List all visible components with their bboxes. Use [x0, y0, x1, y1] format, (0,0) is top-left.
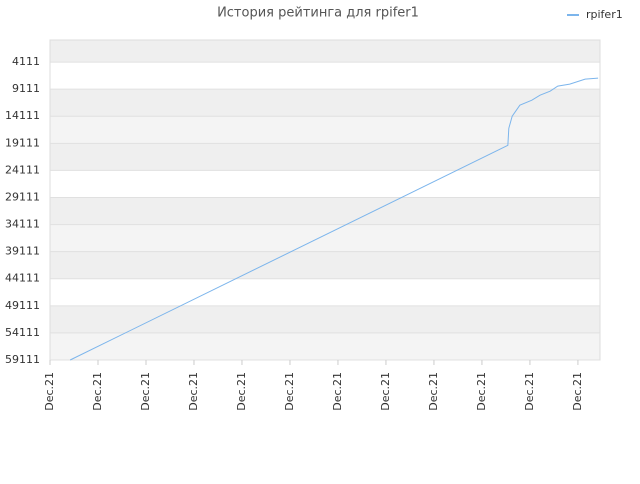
y-tick-label: 24111	[5, 163, 40, 176]
y-tick-label: 54111	[5, 326, 40, 339]
x-tick-label: Dec.21	[379, 372, 392, 411]
chart-title: История рейтинга для rpifer1	[217, 6, 419, 21]
y-tick-label: 44111	[5, 272, 40, 285]
grid-band	[50, 278, 600, 306]
y-tick-label: 39111	[5, 245, 40, 258]
grid-band	[50, 197, 600, 225]
grid-band	[50, 40, 600, 63]
series-line	[69, 77, 599, 361]
grid-band	[50, 143, 600, 171]
grid-band	[50, 305, 600, 333]
x-tick-label: Dec.21	[43, 372, 56, 411]
legend-label: rpifer1	[586, 8, 623, 21]
y-tick-label: 14111	[5, 109, 40, 122]
x-tick-label: Dec.21	[235, 372, 248, 411]
grid-band	[50, 116, 600, 144]
x-tick-label: Dec.21	[475, 372, 488, 411]
x-tick-label: Dec.21	[523, 372, 536, 411]
y-tick-label: 4111	[12, 55, 40, 68]
x-tick-label: Dec.21	[283, 372, 296, 411]
x-tick-label: Dec.21	[91, 372, 104, 411]
x-tick-label: Dec.21	[331, 372, 344, 411]
x-tick-label: Dec.21	[187, 372, 200, 411]
y-tick-label: 19111	[5, 136, 40, 149]
y-tick-label: 49111	[5, 299, 40, 312]
grid-band	[50, 332, 600, 360]
y-tick-label: 9111	[12, 82, 40, 95]
x-tick-label: Dec.21	[571, 372, 584, 411]
grid-band	[50, 62, 600, 90]
x-tick-label: Dec.21	[139, 372, 152, 411]
grid-band	[50, 251, 600, 279]
y-tick-label: 29111	[5, 190, 40, 203]
grid-band	[50, 224, 600, 252]
y-tick-label: 59111	[5, 353, 40, 366]
y-tick-label: 34111	[5, 218, 40, 231]
grid-band	[50, 89, 600, 117]
grid-band	[50, 170, 600, 198]
x-tick-label: Dec.21	[427, 372, 440, 411]
